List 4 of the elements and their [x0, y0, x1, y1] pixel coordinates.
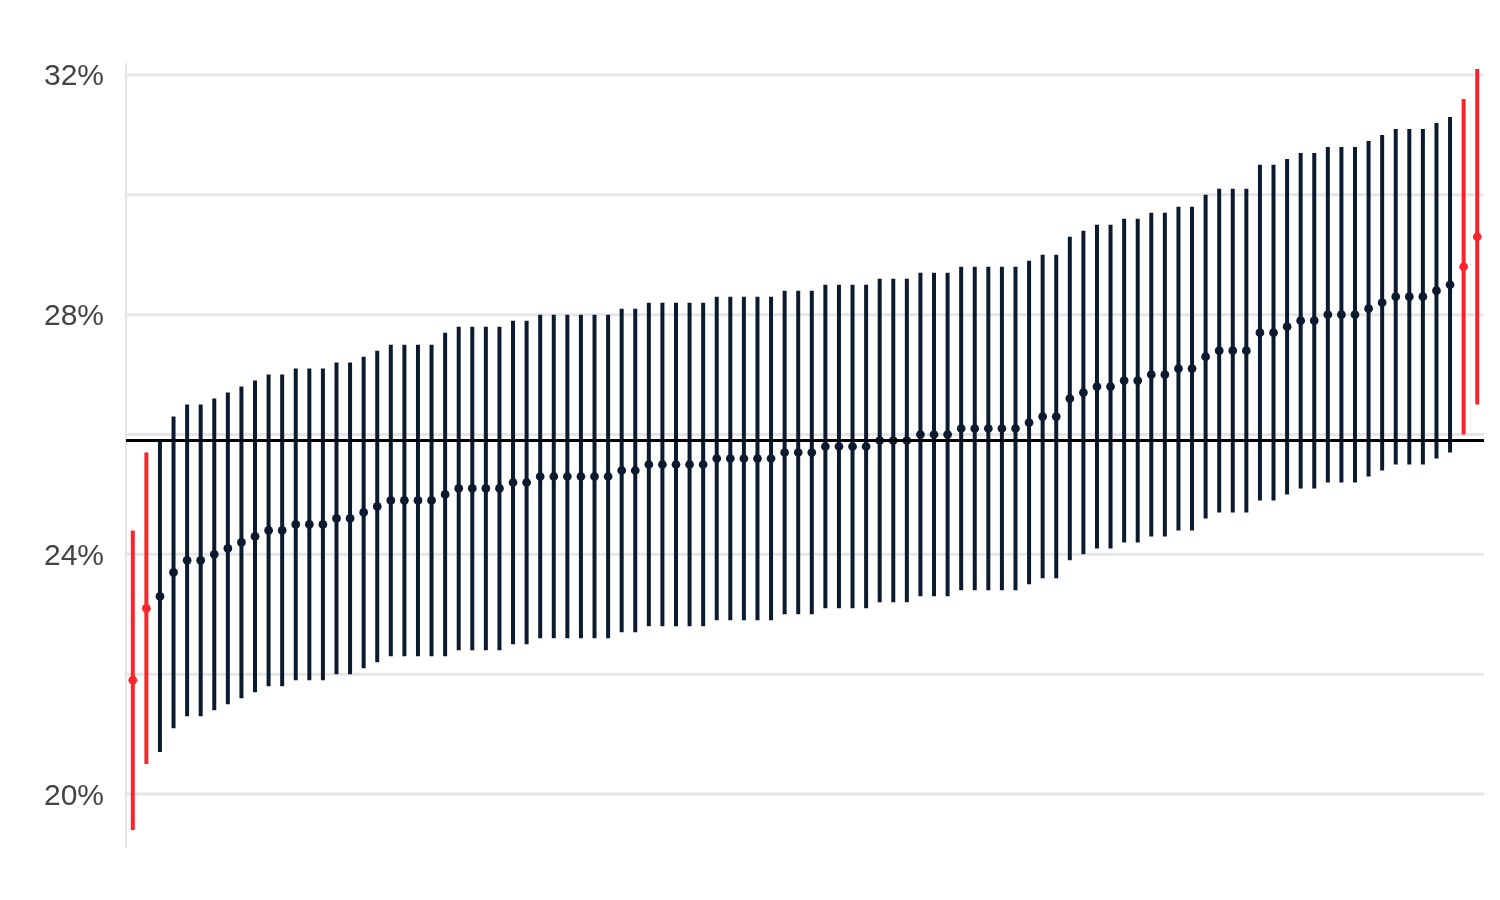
y-tick-label: 20% — [43, 777, 104, 811]
y-tick-label: 32% — [43, 58, 104, 92]
y-tick-label: 28% — [43, 298, 104, 332]
y-tick-label: 24% — [43, 537, 104, 571]
